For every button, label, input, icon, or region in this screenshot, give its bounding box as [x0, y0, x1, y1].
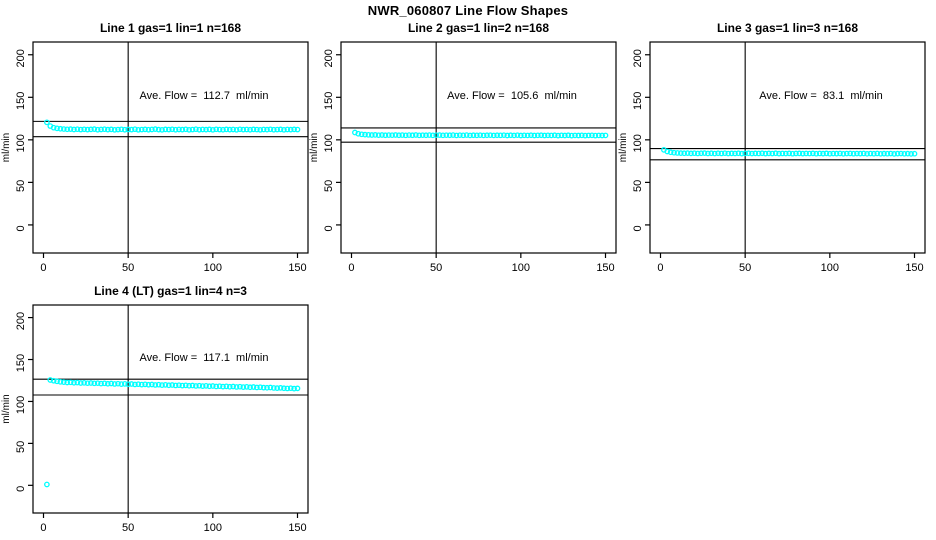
y-tick-label: 150	[323, 92, 335, 110]
subplot-title-line2: Line 2 gas=1 lin=2 n=168	[407, 21, 550, 35]
y-tick-label: 150	[15, 354, 27, 372]
y-tick-label: 50	[632, 180, 644, 192]
y-tick-label: 200	[323, 49, 335, 67]
y-tick-label: 200	[15, 49, 27, 67]
x-tick-label: 100	[204, 262, 222, 274]
y-tick-label: 200	[632, 49, 644, 67]
x-tick-label: 0	[348, 262, 354, 274]
x-tick-label: 150	[288, 522, 306, 534]
x-tick-label: 100	[512, 262, 530, 274]
y-axis-label: ml/min	[1, 394, 12, 423]
subplot-4	[28, 304, 309, 518]
x-tick-label: 50	[739, 262, 751, 274]
y-tick-label: 0	[632, 225, 644, 231]
x-tick-label: 0	[40, 522, 46, 534]
x-tick-label: 100	[821, 262, 839, 274]
y-tick-label: 50	[15, 180, 27, 192]
x-tick-label: 50	[122, 522, 134, 534]
subplot-title-line1: Line 1 gas=1 lin=1 n=168	[99, 21, 242, 35]
ave-flow-annotation-line1: Ave. Flow = 112.7 ml/min	[139, 90, 269, 102]
subplot-2	[336, 41, 617, 258]
y-tick-label: 0	[15, 486, 27, 492]
x-tick-label: 150	[596, 262, 614, 274]
y-tick-label: 100	[15, 396, 27, 414]
y-tick-label: 100	[632, 134, 644, 152]
ave-flow-annotation-line2: Ave. Flow = 105.6 ml/min	[447, 90, 577, 102]
x-tick-label: 50	[122, 262, 134, 274]
subplot-title-line3: Line 3 gas=1 lin=3 n=168	[716, 21, 859, 35]
x-tick-label: 50	[430, 262, 442, 274]
subplot-1	[28, 41, 309, 258]
y-tick-label: 100	[15, 134, 27, 152]
ave-flow-annotation-line3: Ave. Flow = 83.1 ml/min	[759, 90, 883, 102]
x-tick-label: 100	[204, 522, 222, 534]
main-title: NWR_060807 Line Flow Shapes	[367, 3, 569, 18]
x-tick-label: 150	[288, 262, 306, 274]
y-tick-label: 200	[15, 312, 27, 330]
y-tick-label: 50	[323, 180, 335, 192]
y-axis-label: ml/min	[309, 133, 320, 162]
x-tick-label: 0	[657, 262, 663, 274]
y-tick-label: 100	[323, 134, 335, 152]
subplot-title-line4: Line 4 (LT) gas=1 lin=4 n=3	[94, 284, 247, 298]
subplot-3	[645, 41, 926, 258]
x-tick-label: 150	[905, 262, 923, 274]
y-axis-label: ml/min	[618, 133, 629, 162]
ave-flow-annotation-line4: Ave. Flow = 117.1 ml/min	[139, 352, 269, 364]
y-tick-label: 150	[15, 92, 27, 110]
y-axis-label: ml/min	[1, 133, 12, 162]
x-tick-label: 0	[40, 262, 46, 274]
y-tick-label: 50	[15, 441, 27, 453]
y-tick-label: 0	[323, 225, 335, 231]
y-tick-label: 150	[632, 92, 644, 110]
y-tick-label: 0	[15, 225, 27, 231]
